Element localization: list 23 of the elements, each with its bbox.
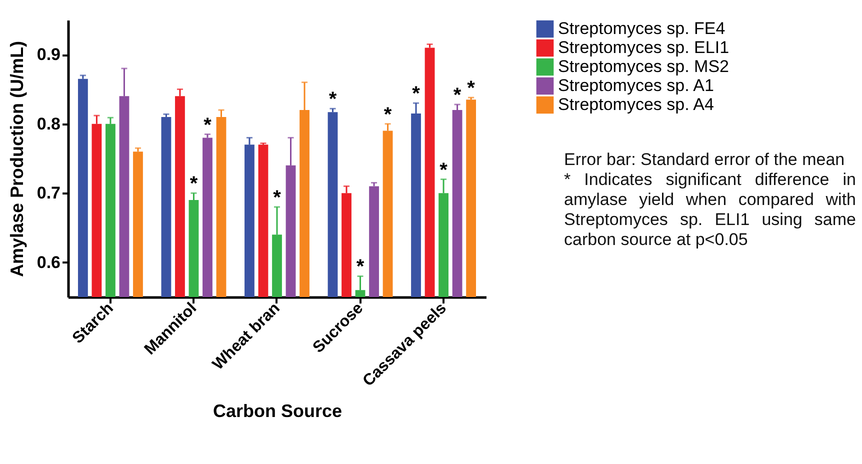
data-label: * (190, 173, 198, 196)
data-label: * (273, 186, 282, 209)
y-tick-label: 0.6 (36, 252, 60, 272)
legend-label: Streptomyces sp. A4 (558, 95, 714, 114)
y-tick-label: 0.9 (36, 45, 60, 64)
y-axis-title: Amylase Production (U/mL) (6, 40, 27, 278)
data-label: * (204, 114, 212, 136)
data-label: * (384, 104, 392, 126)
data-label: * (440, 159, 448, 182)
legend-label: Streptomyces sp. A1 (558, 76, 714, 95)
data-label: * (453, 84, 462, 106)
text: Error bar: Standard error of the mean (564, 150, 846, 170)
y-tick-label: 0.8 (36, 114, 60, 134)
data-label: * (412, 83, 420, 106)
data-label: * (356, 256, 364, 278)
data-label: * (467, 78, 476, 100)
x-axis-title: Carbon Source (212, 401, 342, 422)
legend-label: Streptomyces sp. MS2 (558, 57, 730, 76)
legend-label: Streptomyces sp. ELI1 (558, 38, 730, 57)
data-label: * (328, 88, 337, 111)
text: * Indicates significant difference in amylase yield when compared with Streptomyces sp. ELI1 using same carbon source at p<0.05 (564, 170, 856, 250)
y-tick-label: 0.7 (36, 184, 60, 203)
legend-label: Streptomyces sp. FE4 (558, 19, 726, 38)
